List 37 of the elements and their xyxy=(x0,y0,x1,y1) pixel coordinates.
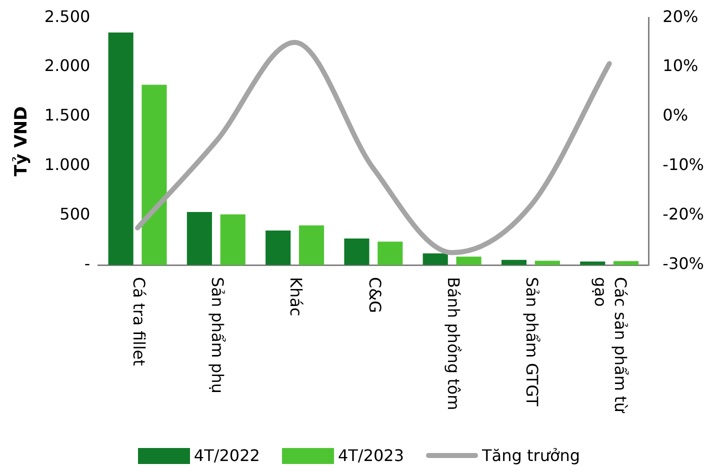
bar xyxy=(344,238,370,265)
y2-tick-label: 0% xyxy=(662,106,688,125)
bar xyxy=(534,260,560,265)
legend-label: 4T/2023 xyxy=(338,446,404,465)
x-tick-label: Các sản phẩm từ gạo xyxy=(591,277,630,414)
bar xyxy=(142,84,167,265)
y2-tick-label: -30% xyxy=(662,254,704,274)
x-tick-label: Sản phẩm GTGT xyxy=(522,277,542,406)
y-tick-label: 1.000 xyxy=(44,155,90,174)
y-tick-label: 2.500 xyxy=(44,6,90,26)
bar xyxy=(266,230,291,265)
bar xyxy=(378,242,403,265)
bar xyxy=(108,32,134,265)
y-tick-label: - xyxy=(84,254,90,274)
x-tick-label: Cá tra fillet xyxy=(129,277,148,366)
y2-tick-label: -10% xyxy=(662,155,704,174)
x-tick-label: Bánh phồng tôm xyxy=(444,277,463,410)
y2-tick-label: 10% xyxy=(662,56,698,76)
bar xyxy=(456,256,482,265)
bar xyxy=(186,212,212,265)
bar xyxy=(501,260,527,265)
x-tick-label: Sản phẩm phụ xyxy=(208,277,228,394)
legend-label: Tăng trưởng xyxy=(482,446,580,465)
legend-label: 4T/2022 xyxy=(194,446,260,465)
y-tick-label: 2.000 xyxy=(44,56,90,76)
y2-tick-label: 20% xyxy=(662,6,698,26)
bar xyxy=(614,261,639,265)
bar xyxy=(580,262,606,265)
y-tick-label: 1.500 xyxy=(44,106,90,125)
y2-tick-label: -20% xyxy=(662,204,704,224)
x-tick-label: C&G xyxy=(365,277,384,314)
y-tick-label: 500 xyxy=(60,204,90,224)
bar xyxy=(422,253,448,265)
bar xyxy=(298,225,324,265)
x-tick-label: Khác xyxy=(286,277,306,316)
bar xyxy=(220,214,246,265)
y-axis-title: Tỷ VND xyxy=(12,106,32,176)
